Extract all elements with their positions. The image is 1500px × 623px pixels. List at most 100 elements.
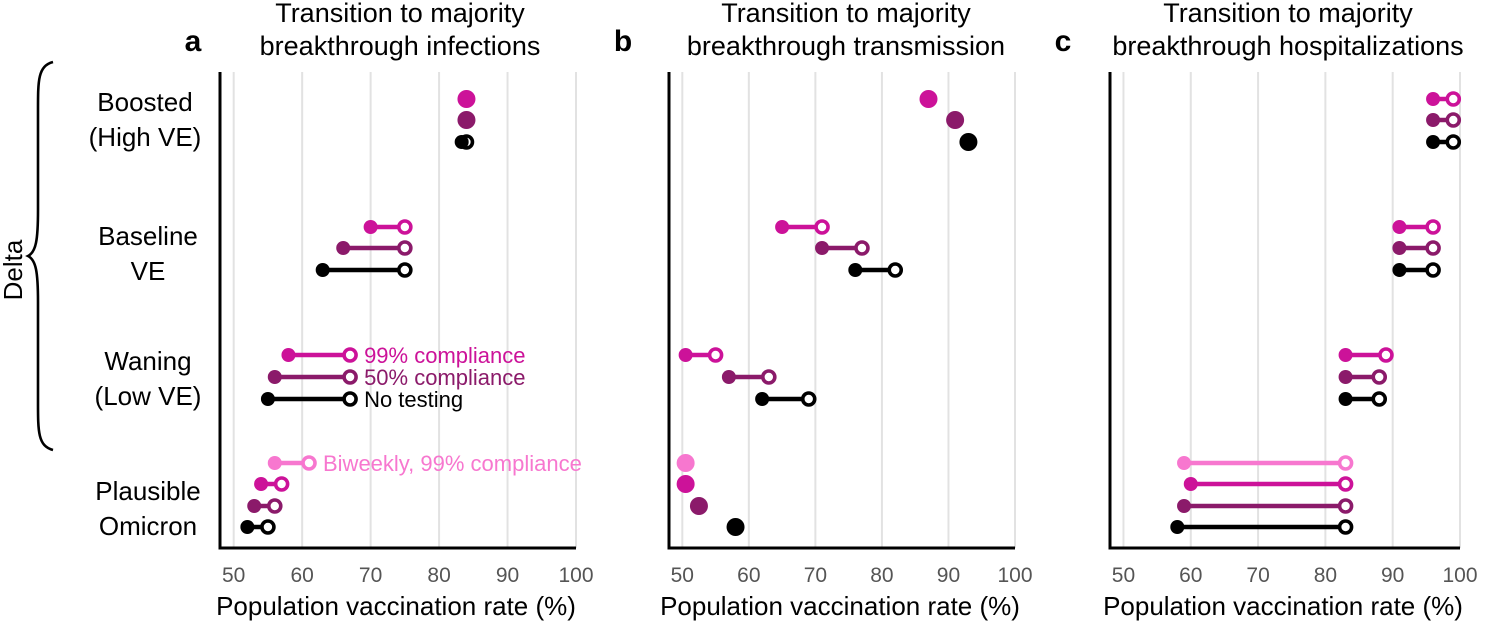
x-tick-label: 60 [1179, 564, 1202, 587]
series-label: Biweekly, 99% compliance [323, 451, 582, 476]
dumbbell-point [457, 111, 476, 129]
dumbbell-filled-point [848, 263, 863, 277]
dumbbell-open-point [397, 219, 413, 235]
panel-a-infections: 50 60 70 80 90 100 Population vaccination rate… [185, 0, 594, 621]
x-tick-label: 100 [997, 564, 1032, 587]
x-tick-label: 50 [671, 564, 694, 587]
dumbbell-point [726, 518, 745, 536]
x-tick-label: 100 [1442, 564, 1477, 587]
group-label-omicron-line2: Omicron [99, 511, 197, 541]
dumbbell-filled-point [755, 392, 770, 406]
panel-letter: c [1055, 25, 1072, 58]
x-tick-label: 80 [1314, 564, 1337, 587]
dumbbell-open-point [1445, 134, 1462, 150]
delta-group-label: Delta [0, 239, 28, 300]
x-tick-label: 70 [804, 564, 827, 587]
dumbbell-filled-point [1392, 263, 1407, 277]
dumbbell-open-point [397, 262, 413, 278]
x-tick-label: 80 [870, 564, 893, 587]
dumbbell-filled-point [775, 220, 790, 234]
dumbbell-open-point [1425, 219, 1441, 235]
dumbbell-filled-point [1170, 520, 1185, 534]
dumbbell-filled-point [721, 370, 736, 384]
dumbbell-open-point [1445, 91, 1462, 107]
dumbbell-filled-point [336, 241, 351, 255]
panel-b-transmission: 50 60 70 80 90 100 Population vaccination rate… [614, 0, 1033, 621]
series-label: 50% compliance [364, 365, 525, 390]
dumbbell-filled-point [315, 263, 330, 277]
dumbbell-point [689, 497, 708, 515]
x-tick-label: 50 [222, 564, 245, 587]
group-label-boosted-line1: Boosted [97, 87, 192, 117]
group-label-waning-line1: Waning [104, 346, 191, 376]
dumbbell-point [959, 133, 978, 151]
dumbbell-filled-point [1338, 348, 1353, 362]
series-label: 99% compliance [364, 343, 525, 368]
dumbbell-filled-point [281, 348, 296, 362]
dumbbell-open-point [814, 219, 830, 235]
dumbbell-filled-point [240, 520, 255, 534]
dumbbell-point [676, 475, 695, 493]
panel-title-line2: breakthrough hospitalizations [1112, 31, 1463, 61]
x-tick-label: 90 [496, 564, 519, 587]
dumbbell-open-point [800, 391, 817, 407]
panel-title-line1: Transition to majority [275, 0, 525, 28]
dumbbell-filled-point [1426, 135, 1441, 149]
dumbbell-filled-point [247, 499, 262, 513]
dumbbell-filled-point [815, 241, 830, 255]
delta-brace [25, 60, 54, 452]
dumbbell-open-point [342, 391, 358, 407]
panel-title-line1: Transition to majority [721, 0, 971, 28]
panel-title-line1: Transition to majority [1163, 0, 1413, 28]
x-tick-label: 100 [558, 564, 593, 587]
dumbbell-point [946, 111, 965, 129]
series-label: No testing [364, 387, 463, 412]
group-label-waning-line2: (Low VE) [95, 381, 202, 411]
dumbbell-open-point [266, 498, 283, 514]
dumbbell-open-point [1337, 455, 1354, 471]
panel-letter: b [614, 25, 632, 58]
dumbbell-open-point [1378, 347, 1394, 363]
dumbbell-open-point [1371, 391, 1388, 407]
dumbbell-filled-point [1338, 392, 1353, 406]
dumbbell-filled-point [1338, 370, 1353, 384]
dumbbell-open-point [260, 519, 276, 535]
dumbbell-open-point [1337, 476, 1354, 492]
x-axis-title: Population vaccination rate (%) [1103, 591, 1463, 621]
dumbbell-filled-point [267, 456, 282, 470]
dumbbell-filled-point [678, 348, 693, 362]
dumbbell-open-point [342, 369, 358, 385]
dumbbell-open-point [273, 476, 290, 492]
dumbbell-filled-point [1177, 456, 1192, 470]
x-tick-label: 90 [937, 564, 960, 587]
dumbbell-filled-point [1177, 499, 1192, 513]
dumbbell-open-point [761, 369, 777, 385]
panel-title-line2: breakthrough transmission [687, 31, 1005, 61]
dumbbell-point [457, 90, 476, 108]
dumbbell-open-point [887, 262, 904, 278]
dumbbell-open-point [707, 347, 724, 363]
panel-title-line2: breakthrough infections [260, 31, 541, 61]
dumbbell-open-point [342, 347, 358, 363]
dumbbell-point [919, 90, 938, 108]
x-tick-label: 60 [290, 564, 313, 587]
panel-letter: a [185, 25, 202, 58]
dumbbell-open-point [854, 240, 870, 256]
dumbbell-filled-point [1183, 477, 1198, 491]
x-tick-label: 50 [1112, 564, 1135, 587]
x-tick-label: 70 [359, 564, 382, 587]
dumbbell-open-point [1337, 498, 1354, 514]
dumbbell-filled-point [1426, 113, 1441, 127]
group-label-omicron-line1: Plausible [95, 476, 201, 506]
group-label-baseline-line2: VE [131, 256, 166, 286]
dumbbell-filled-point [1392, 220, 1407, 234]
dumbbell-open-point [397, 240, 413, 256]
dumbbell-filled-point [1426, 92, 1441, 106]
dumbbell-open-point [1425, 240, 1441, 256]
dumbbell-filled-point [454, 135, 469, 149]
group-label-boosted-line2: (High VE) [89, 122, 202, 152]
x-axis-title: Population vaccination rate (%) [660, 591, 1020, 621]
x-tick-label: 70 [1246, 564, 1269, 587]
dumbbell-point [676, 454, 695, 472]
